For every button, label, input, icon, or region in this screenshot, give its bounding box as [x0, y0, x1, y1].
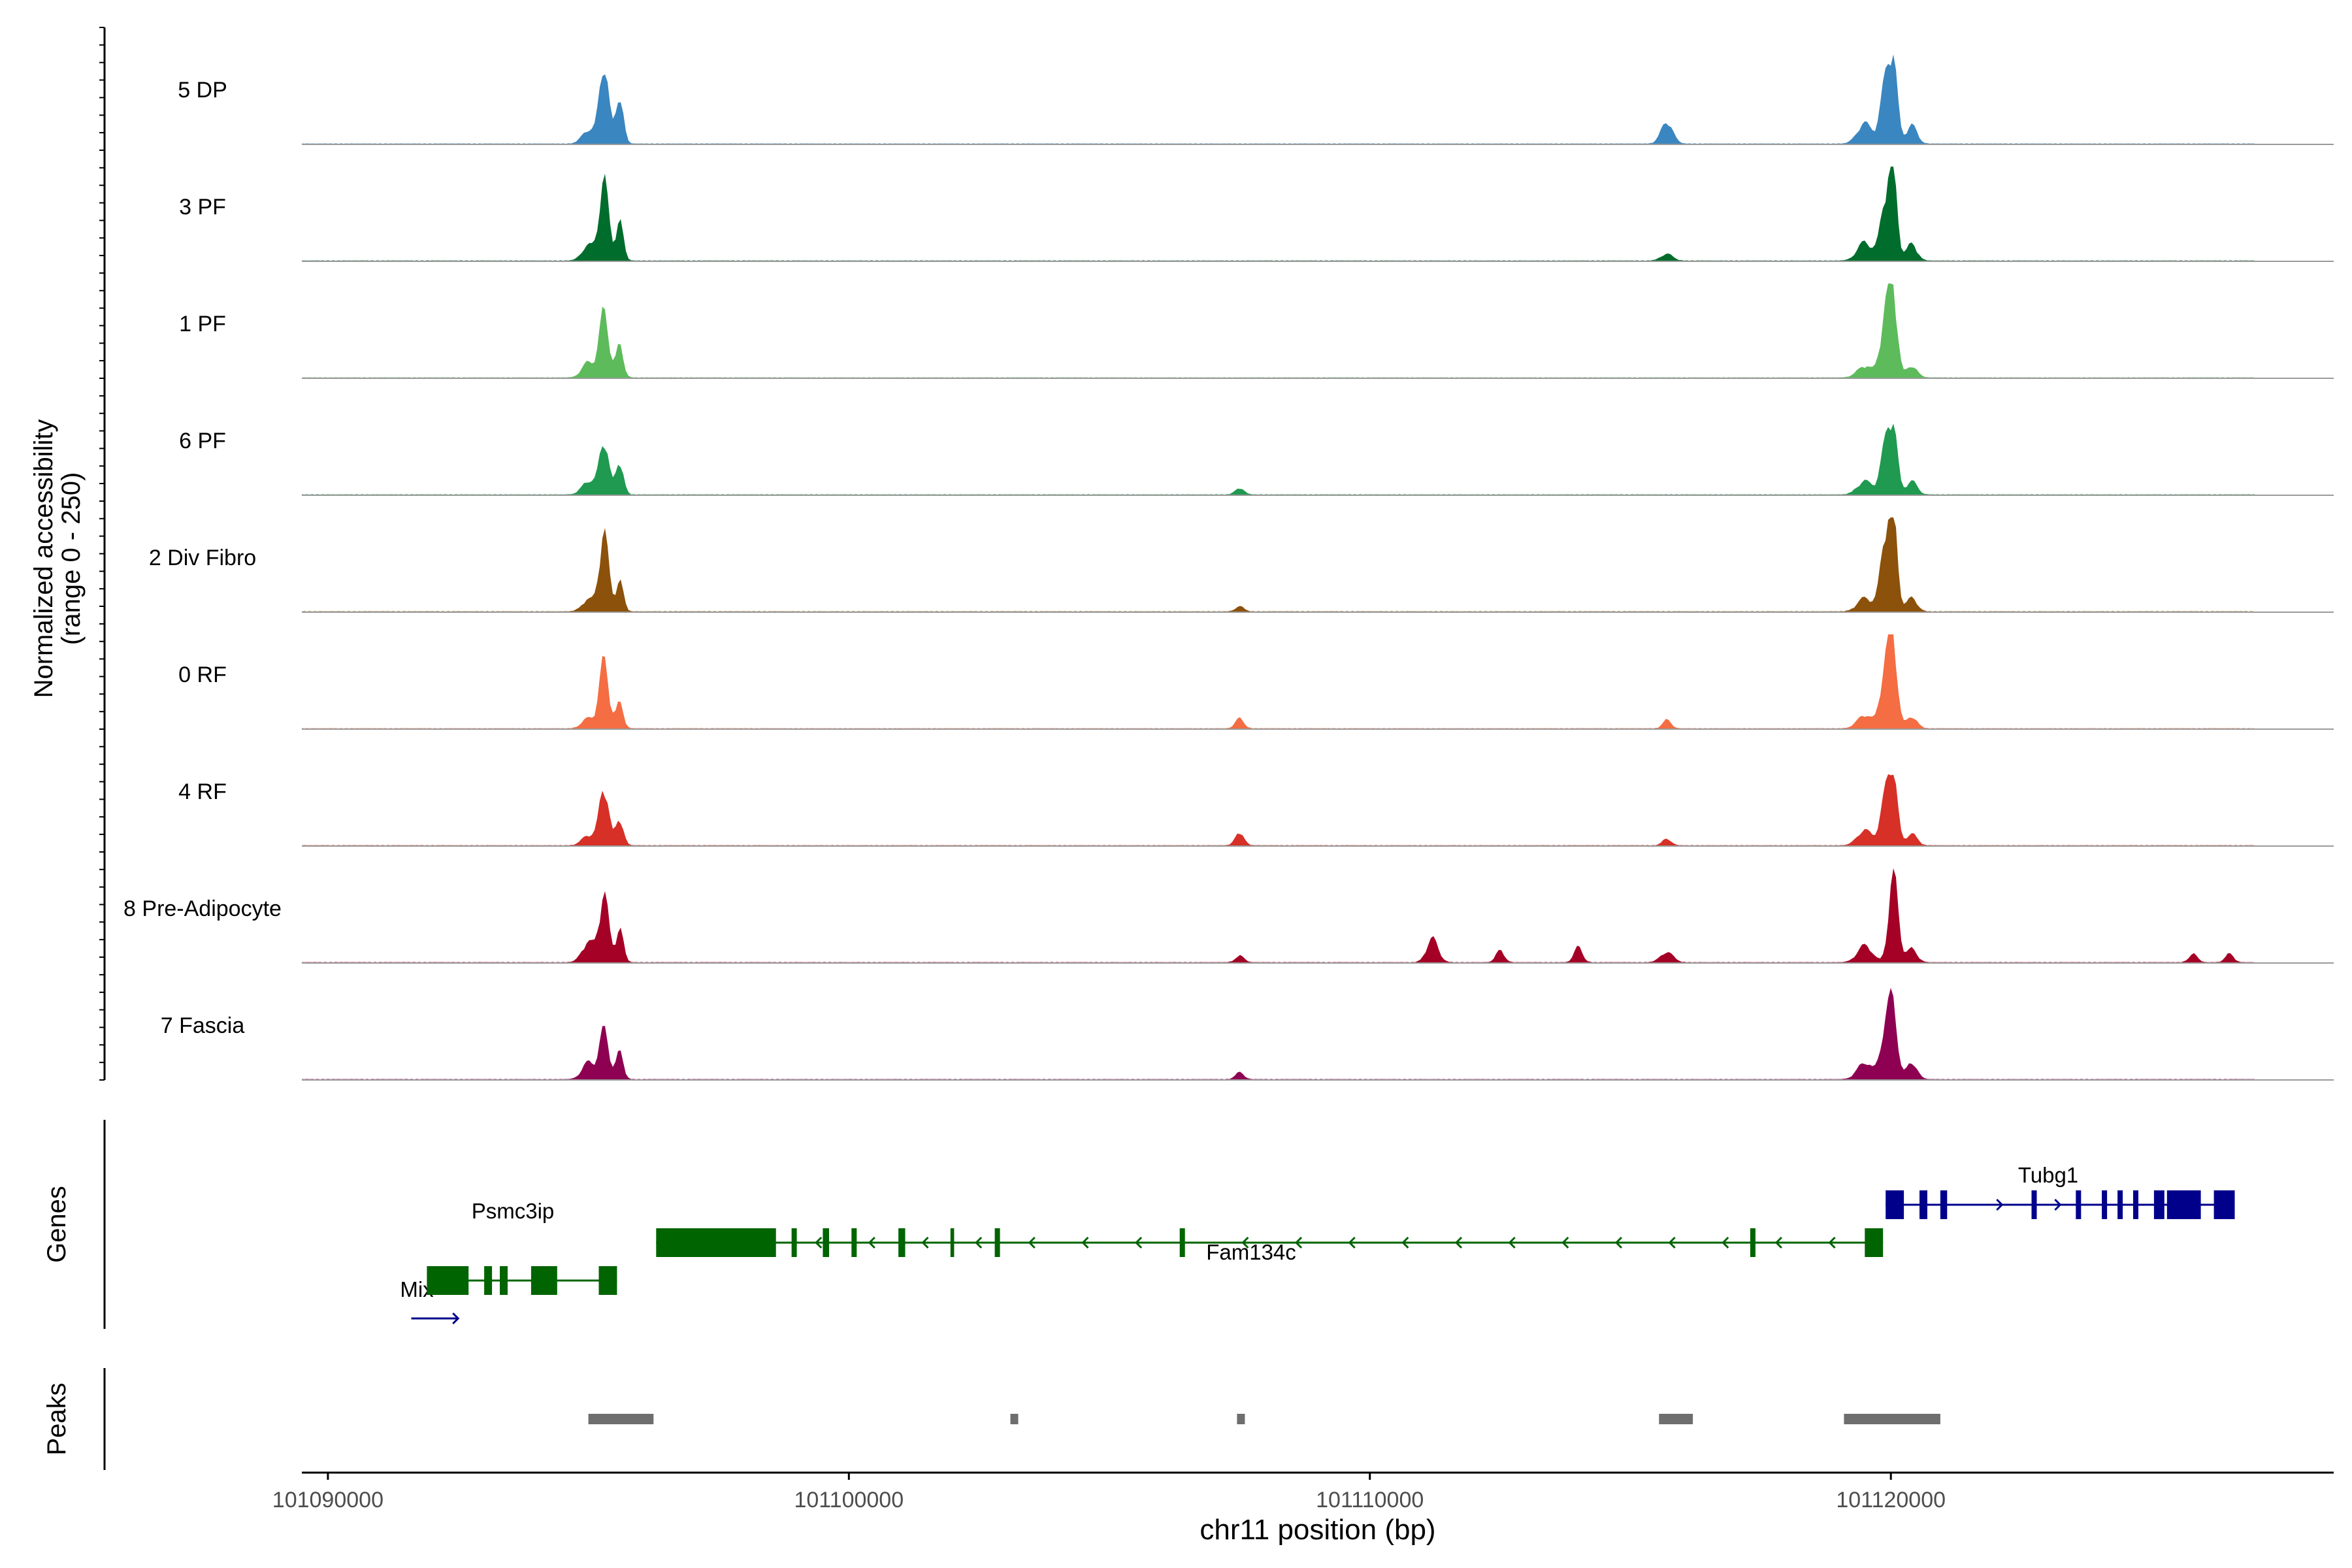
strand-arrow	[1241, 1236, 1249, 1249]
strand-arrow	[1561, 1236, 1569, 1249]
strand-arrow	[1668, 1236, 1676, 1249]
track-label-1-pf: 1 PF	[179, 312, 226, 336]
strand-arrow	[1508, 1236, 1516, 1249]
gene-exon	[1940, 1190, 1948, 1219]
strand-arrow	[815, 1236, 823, 1249]
peaks-axis-title: Peaks	[42, 1382, 71, 1455]
track-label-2-div-fibro: 2 Div Fibro	[149, 546, 256, 570]
gene-exon	[851, 1228, 857, 1257]
gene-exon	[500, 1266, 508, 1295]
peak-region	[1844, 1414, 1940, 1424]
strand-arrow	[1028, 1236, 1036, 1249]
coverage-area-5-dp	[302, 54, 2256, 144]
gene-exon	[1750, 1228, 1756, 1257]
strand-arrow	[1294, 1236, 1303, 1249]
gene-exon	[427, 1266, 469, 1295]
track-label-4-rf: 4 RF	[178, 779, 227, 804]
strand-arrow	[1614, 1236, 1623, 1249]
coverage-y-axis-title: Normalized accessibility	[29, 419, 58, 698]
gene-exon	[2213, 1190, 2235, 1219]
track-label-8-pre-adipocyte: 8 Pre-Adipocyte	[123, 896, 282, 921]
gene-exon	[1919, 1190, 1927, 1219]
x-axis-title: chr11 position (bp)	[1200, 1514, 1435, 1546]
peaks-track	[588, 1414, 1940, 1424]
gene-exon	[950, 1228, 955, 1257]
coverage-area-7-fascia	[302, 988, 2256, 1080]
strand-arrow	[868, 1236, 875, 1249]
gene-label-fam134c: Fam134c	[1206, 1240, 1296, 1264]
strand-arrow	[1774, 1236, 1782, 1249]
gene-exon	[531, 1266, 557, 1295]
peak-region	[1010, 1414, 1019, 1424]
strand-arrow	[452, 1312, 460, 1325]
gene-exon	[2102, 1190, 2108, 1219]
coverage-tracks: 5 DP 3 PF 1 PF 6 PF 2 Div Fibro 0 RF 4 RF 8 Pre…	[123, 54, 2334, 1081]
gene-exon	[2076, 1190, 2082, 1219]
peak-region	[1659, 1414, 1693, 1424]
gene-label-tubg1: Tubg1	[2018, 1163, 2078, 1187]
strand-arrow	[921, 1236, 929, 1249]
coverage-area-1-pf	[302, 284, 2256, 378]
strand-arrow	[2054, 1198, 2062, 1211]
coverage-y-axis	[99, 27, 106, 1081]
x-axis-tick-label: 101120000	[1836, 1488, 1946, 1512]
gene-exon	[1886, 1190, 1904, 1219]
coverage-area-3-pf	[302, 167, 2256, 261]
strand-arrow	[1454, 1236, 1463, 1249]
gene-exon	[2133, 1190, 2138, 1219]
strand-arrow	[1401, 1236, 1409, 1249]
gene-exon	[823, 1228, 829, 1257]
gene-exon	[2031, 1190, 2037, 1219]
coverage-area-4-rf	[302, 774, 2256, 846]
track-label-7-fascia: 7 Fascia	[161, 1013, 245, 1038]
gene-exon	[598, 1266, 617, 1295]
coverage-area-6-pf	[302, 423, 2256, 495]
gene-exon	[2153, 1190, 2164, 1219]
strand-arrow	[1348, 1236, 1356, 1249]
x-axis: 101090000 101100000 101110000 101120000	[272, 1471, 2334, 1512]
gene-label-psmc3ip: Psmc3ip	[472, 1199, 555, 1223]
gene-exon	[994, 1228, 1000, 1257]
gene-exon	[656, 1228, 776, 1257]
peak-region	[1237, 1414, 1245, 1424]
strand-arrow	[1081, 1236, 1089, 1249]
gene-exon	[1179, 1228, 1185, 1257]
strand-arrow	[1828, 1236, 1836, 1249]
strand-arrow	[975, 1236, 983, 1249]
gene-tubg1: Tubg1	[1886, 1163, 2235, 1219]
track-label-5-dp: 5 DP	[178, 78, 227, 103]
gene-exon	[898, 1228, 906, 1257]
coverage-area-8-pre-adipocyte	[302, 868, 2256, 963]
coverage-area-0-rf	[302, 634, 2256, 729]
x-axis-tick-label: 101090000	[272, 1488, 384, 1512]
x-axis-tick-label: 101100000	[794, 1488, 904, 1512]
gene-psmc3ip: Psmc3ip	[427, 1199, 617, 1295]
track-label-0-rf: 0 RF	[178, 662, 227, 687]
genes-axis-title: Genes	[42, 1186, 71, 1263]
strand-arrow	[1722, 1236, 1729, 1249]
strand-arrow	[1134, 1236, 1143, 1249]
peak-region	[588, 1414, 654, 1424]
gene-exon	[1865, 1228, 1884, 1257]
gene-fam134c: Fam134c	[656, 1228, 1884, 1264]
coverage-y-axis-range: (range 0 - 250)	[57, 472, 86, 645]
strand-arrow	[1996, 1198, 2004, 1211]
gene-exon	[791, 1228, 797, 1257]
gene-exon	[2117, 1190, 2123, 1219]
track-label-6-pf: 6 PF	[179, 429, 226, 453]
gene-exon	[484, 1266, 493, 1295]
track-label-3-pf: 3 PF	[179, 195, 226, 220]
gene-exon	[2166, 1190, 2201, 1219]
x-axis-tick-label: 101110000	[1316, 1488, 1424, 1512]
coverage-area-2-div-fibro	[302, 517, 2256, 612]
